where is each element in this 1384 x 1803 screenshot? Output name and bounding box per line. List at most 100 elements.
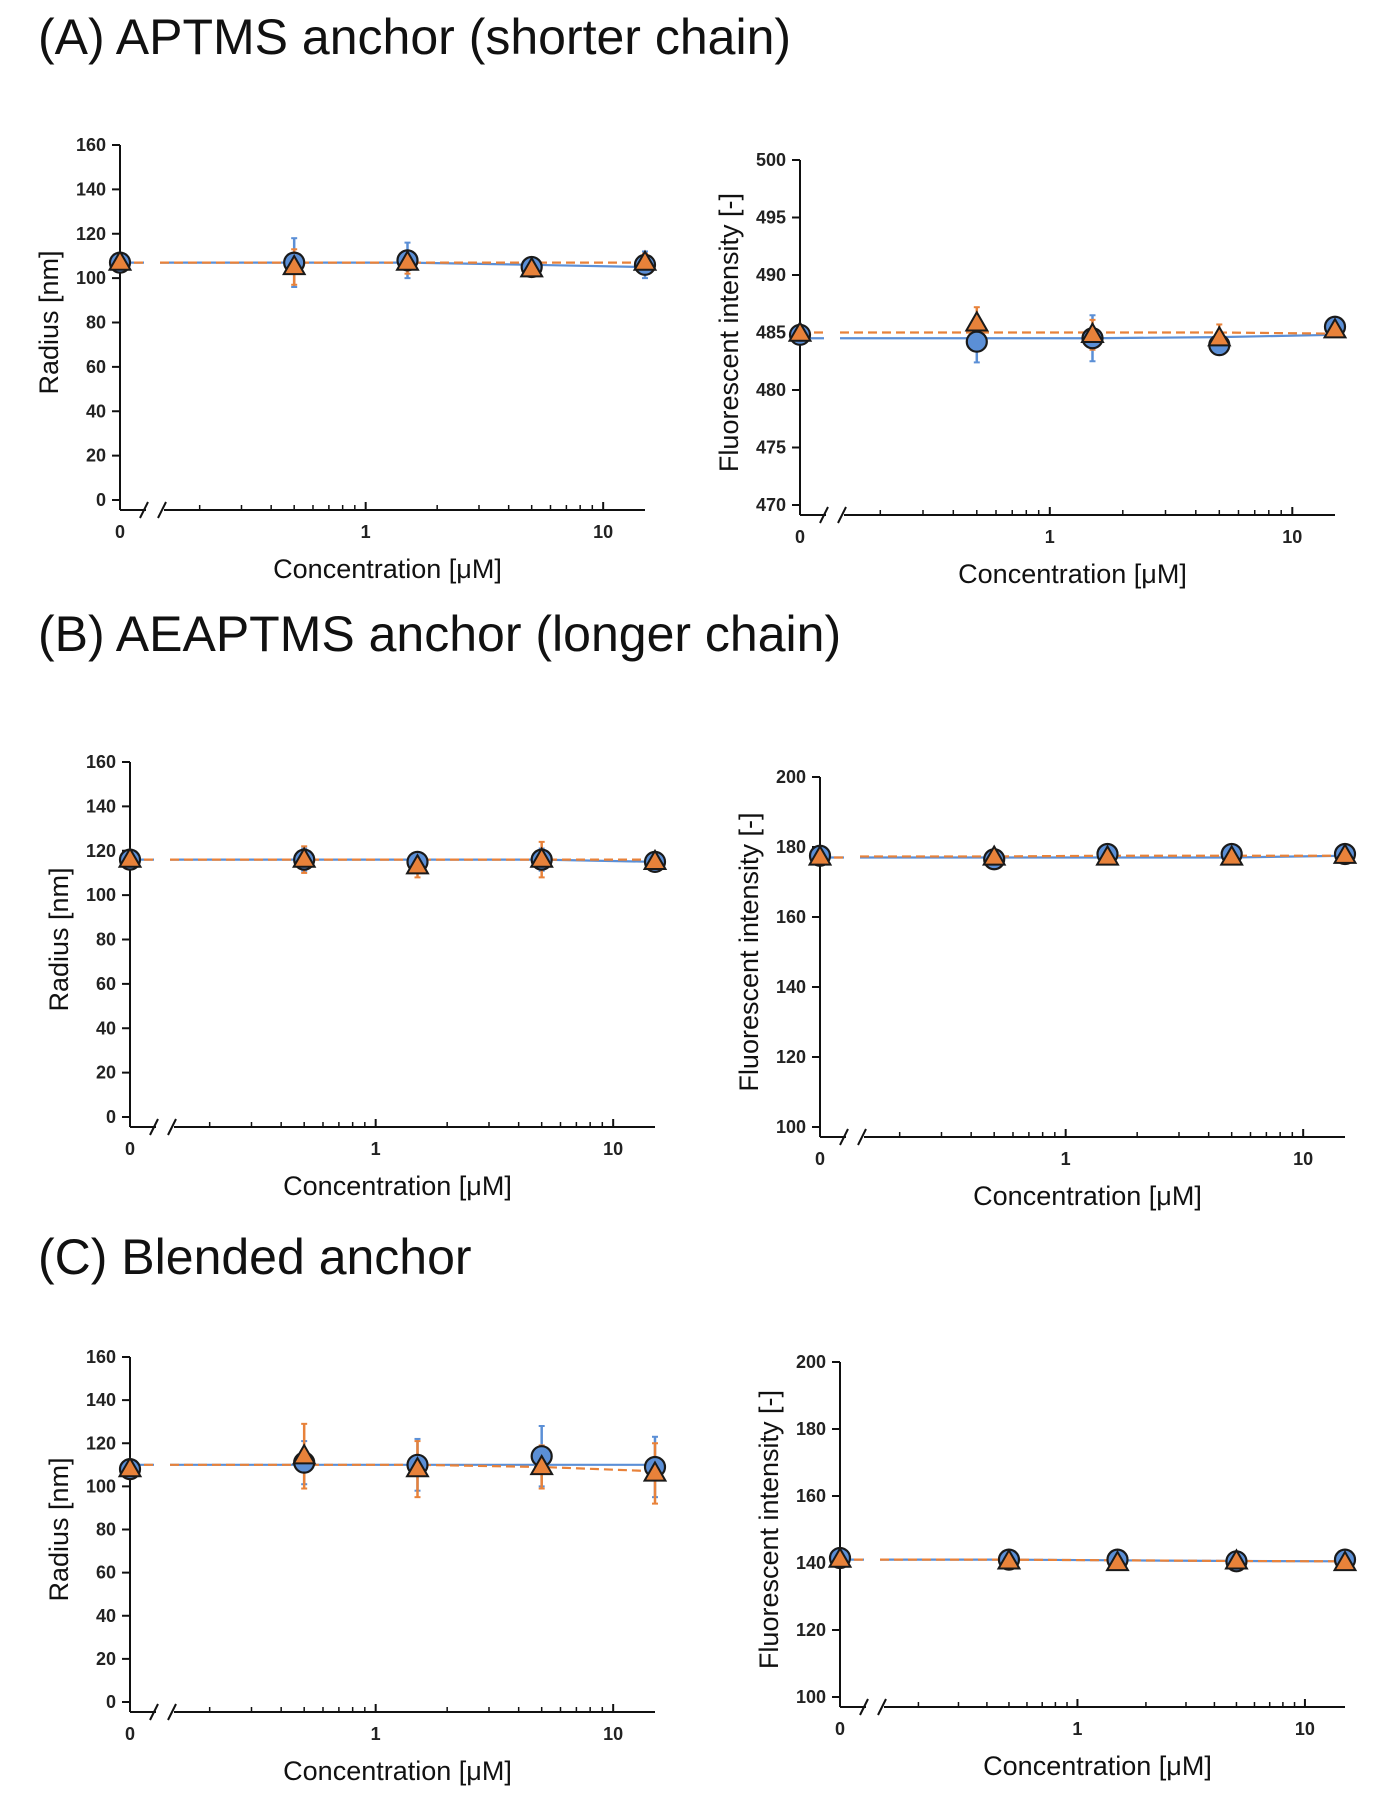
- y-axis-title: Fluorescent intensity [-]: [714, 193, 744, 472]
- axis-break-mark: [857, 1128, 867, 1146]
- y-tick-label: 20: [86, 446, 106, 466]
- y-tick-label: 475: [756, 438, 786, 458]
- axis-break-mark: [839, 1128, 849, 1146]
- y-tick-label: 120: [76, 224, 106, 244]
- x-tick-label: 10: [603, 1139, 623, 1159]
- axis-break-mark: [149, 1703, 159, 1721]
- axis-break-mark: [167, 1118, 177, 1136]
- axis-break-mark: [819, 506, 829, 524]
- y-tick-label: 100: [76, 268, 106, 288]
- y-tick-label: 160: [76, 135, 106, 155]
- axis-break-mark: [157, 501, 167, 519]
- data-point-triangle: [1105, 1549, 1130, 1572]
- axis-break-mark: [149, 1118, 159, 1136]
- data-point-triangle: [117, 1456, 143, 1478]
- data-point-triangle: [107, 249, 133, 271]
- y-axis-title: Radius [nm]: [44, 867, 74, 1011]
- axis-break-mark: [167, 1703, 177, 1721]
- data-point-triangle: [642, 848, 668, 870]
- x-tick-label: 0: [125, 1139, 135, 1159]
- x-tick-label: 0: [115, 522, 125, 542]
- x-tick-label: 10: [1282, 527, 1302, 547]
- x-tick-label: 1: [361, 522, 371, 542]
- y-axis-title: Fluorescent intensity [-]: [734, 812, 764, 1091]
- axis-break-mark: [139, 501, 149, 519]
- y-tick-label: 20: [96, 1063, 116, 1083]
- data-point-triangle: [964, 310, 989, 332]
- y-tick-label: 100: [796, 1687, 826, 1707]
- axis-break-mark: [877, 1698, 887, 1716]
- y-tick-label: 0: [106, 1107, 116, 1127]
- chart-a-fluor: 470 475 480 485 490 495 500 Fluorescent intensi…: [714, 150, 1348, 589]
- data-point-triangle: [982, 844, 1007, 866]
- data-point-triangle: [787, 320, 813, 342]
- y-tick-label: 40: [86, 401, 106, 421]
- data-point-triangle: [1224, 1548, 1249, 1570]
- fit-line-triangle: [170, 1463, 656, 1473]
- data-point-triangle: [1080, 321, 1105, 343]
- y-tick-label: 160: [776, 907, 806, 927]
- data-point-triangle: [117, 846, 143, 868]
- data-point-triangle: [827, 1546, 853, 1568]
- y-tick-label: 100: [776, 1117, 806, 1137]
- data-point-triangle: [395, 249, 420, 271]
- y-tick-label: 140: [86, 796, 116, 816]
- x-tick-label: 0: [125, 1724, 135, 1744]
- x-axis-title: Concentration [μM]: [273, 554, 502, 584]
- y-tick-label: 80: [96, 930, 116, 950]
- y-tick-label: 80: [86, 313, 106, 333]
- data-point-triangle: [1095, 844, 1120, 866]
- x-tick-label: 1: [371, 1724, 381, 1744]
- axis-break-mark: [837, 506, 847, 524]
- data-point-triangle: [292, 846, 317, 868]
- x-tick-label: 10: [1295, 1719, 1315, 1739]
- data-point-triangle: [519, 256, 544, 278]
- y-tick-label: 495: [756, 208, 786, 228]
- data-point-triangle: [996, 1548, 1022, 1570]
- data-point-triangle: [1322, 317, 1348, 339]
- data-point-triangle: [282, 254, 307, 276]
- y-tick-label: 470: [756, 495, 786, 515]
- section-title-c: (C) Blended anchor: [38, 1229, 472, 1285]
- data-point-triangle: [1332, 842, 1358, 864]
- y-tick-label: 60: [86, 357, 106, 377]
- x-tick-label: 1: [1072, 1719, 1082, 1739]
- section-title-a: (A) APTMS anchor (shorter chain): [38, 9, 792, 65]
- y-tick-label: 485: [756, 323, 786, 343]
- data-point-triangle: [807, 844, 833, 866]
- data-point-triangle: [632, 249, 658, 271]
- y-tick-label: 160: [796, 1486, 826, 1506]
- y-tick-label: 80: [96, 1520, 116, 1540]
- y-tick-label: 480: [756, 380, 786, 400]
- x-tick-label: 10: [603, 1724, 623, 1744]
- y-tick-label: 180: [776, 837, 806, 857]
- y-tick-label: 490: [756, 265, 786, 285]
- y-axis-title: Radius [nm]: [34, 250, 64, 394]
- data-point-triangle: [529, 846, 554, 868]
- y-tick-label: 120: [86, 1433, 116, 1453]
- y-tick-label: 200: [796, 1352, 826, 1372]
- data-point-circle: [965, 330, 988, 353]
- y-tick-label: 40: [96, 1606, 116, 1626]
- x-axis-title: Concentration [μM]: [958, 559, 1187, 589]
- axis-break-mark: [859, 1698, 869, 1716]
- x-tick-label: 0: [835, 1719, 845, 1739]
- y-tick-label: 40: [96, 1018, 116, 1038]
- data-point-triangle: [642, 1460, 668, 1482]
- chart-a-radius: 0 20 40 60 80 100 120 140 160 Radius [nm] 0 1 10 Conc…: [34, 135, 658, 584]
- y-tick-label: 100: [86, 885, 116, 905]
- data-point-triangle: [292, 1443, 317, 1465]
- y-tick-label: 20: [96, 1649, 116, 1669]
- x-axis-title: Concentration [μM]: [283, 1756, 512, 1786]
- fit-line-triangle: [860, 854, 1345, 858]
- y-tick-label: 0: [106, 1692, 116, 1712]
- x-tick-label: 0: [815, 1149, 825, 1169]
- y-tick-label: 100: [86, 1476, 116, 1496]
- x-axis-title: Concentration [μM]: [973, 1181, 1202, 1211]
- y-tick-label: 120: [776, 1047, 806, 1067]
- data-point-triangle: [405, 1456, 430, 1478]
- x-axis-title: Concentration [μM]: [983, 1751, 1212, 1781]
- y-tick-label: 140: [86, 1390, 116, 1410]
